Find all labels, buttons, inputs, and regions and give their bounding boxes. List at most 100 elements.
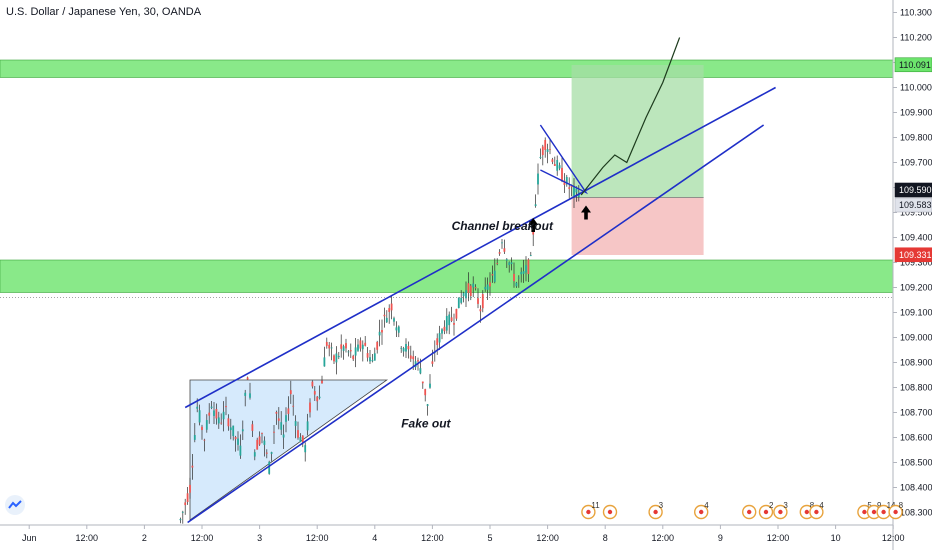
candle-205 xyxy=(513,273,515,282)
candle-176 xyxy=(443,326,446,332)
candle-125 xyxy=(321,380,323,384)
price-tag-3 xyxy=(894,247,932,263)
candle-126 xyxy=(323,357,326,367)
candle-76 xyxy=(203,439,206,441)
candle-227 xyxy=(565,177,568,185)
candle-79 xyxy=(210,406,213,408)
candle-106 xyxy=(275,412,278,414)
x-tick-label-11: 12:00 xyxy=(652,533,675,543)
event-dot-6 xyxy=(778,509,783,515)
candle-102 xyxy=(265,452,268,454)
event-dot-9 xyxy=(862,509,867,515)
event-badge-6: 3 xyxy=(783,501,788,510)
candle-202 xyxy=(505,259,508,261)
y-tick-label-8: 109.500 xyxy=(900,208,932,218)
candle-190 xyxy=(477,298,479,304)
candle-73 xyxy=(196,406,199,409)
sr-zone-1 xyxy=(0,259,894,293)
candle-200 xyxy=(501,242,503,244)
candle-130 xyxy=(333,355,335,362)
candle-180 xyxy=(453,322,455,325)
tradingview-logo-icon[interactable] xyxy=(5,495,25,515)
candle-210 xyxy=(525,265,527,273)
candle-162 xyxy=(409,355,412,359)
candle-74 xyxy=(198,410,201,423)
candle-223 xyxy=(556,159,559,171)
candle-104 xyxy=(270,452,273,454)
candle-143 xyxy=(364,342,367,346)
event-badge-2: 3 xyxy=(659,501,664,510)
candle-209 xyxy=(522,271,525,274)
candle-144 xyxy=(366,353,369,358)
candle-157 xyxy=(397,326,400,333)
candle-182 xyxy=(457,297,460,309)
candle-129 xyxy=(330,347,333,349)
price-tag-label-3: 109.331 xyxy=(899,250,932,260)
candle-107 xyxy=(277,418,280,421)
candle-195 xyxy=(489,282,491,287)
sr-zone-0 xyxy=(0,59,894,78)
target-zone xyxy=(571,65,704,198)
candle-193 xyxy=(484,286,487,290)
candle-114 xyxy=(294,421,297,426)
candle-229 xyxy=(570,185,573,188)
candle-72 xyxy=(193,435,196,440)
candle-96 xyxy=(251,424,254,431)
candle-82 xyxy=(217,417,220,424)
candle-217 xyxy=(541,146,544,156)
candle-108 xyxy=(280,422,283,430)
x-tick-label-12: 9 xyxy=(718,533,723,543)
candle-113 xyxy=(292,405,295,407)
candle-221 xyxy=(551,159,554,162)
candle-192 xyxy=(481,294,484,309)
candle-148 xyxy=(376,341,379,350)
channel-line-1 xyxy=(187,124,765,524)
candle-78 xyxy=(208,412,211,416)
x-tick-label-15: 12:00 xyxy=(882,533,905,543)
candle-89 xyxy=(234,437,237,440)
event-badge-8: 4 xyxy=(819,501,824,510)
candle-196 xyxy=(491,274,494,276)
candle-149 xyxy=(378,331,381,336)
x-tick-label-9: 12:00 xyxy=(536,533,559,543)
candle-71 xyxy=(191,465,194,468)
candle-90 xyxy=(237,438,239,445)
candle-115 xyxy=(297,430,299,438)
candle-226 xyxy=(563,180,566,185)
candle-154 xyxy=(390,303,393,311)
candle-194 xyxy=(486,284,489,290)
candle-197 xyxy=(493,270,496,282)
candle-166 xyxy=(419,368,422,374)
candle-189 xyxy=(474,287,477,289)
candle-177 xyxy=(445,315,448,331)
channel-line-0 xyxy=(184,86,776,409)
event-dot-11 xyxy=(881,509,886,515)
candle-187 xyxy=(469,285,472,297)
candle-170 xyxy=(429,383,431,388)
candle-66 xyxy=(179,519,182,521)
candle-103 xyxy=(268,461,271,474)
projection-path xyxy=(580,37,681,196)
y-tick-label-11: 109.200 xyxy=(900,283,932,293)
candle-185 xyxy=(465,290,467,299)
candle-120 xyxy=(309,402,311,413)
candle-83 xyxy=(220,422,223,424)
candle-171 xyxy=(431,361,434,364)
flag-pattern xyxy=(539,124,589,195)
up-arrow-icon-0 xyxy=(528,218,539,232)
x-tick-label-2: 2 xyxy=(142,533,147,543)
candle-128 xyxy=(328,344,331,349)
candle-117 xyxy=(301,435,304,443)
candle-201 xyxy=(503,248,506,252)
candle-105 xyxy=(273,431,275,433)
candle-133 xyxy=(340,344,343,349)
candle-94 xyxy=(246,377,249,380)
x-tick-label-1: 12:00 xyxy=(76,533,99,543)
candle-218 xyxy=(544,139,547,150)
candle-167 xyxy=(421,381,424,384)
candle-225 xyxy=(561,167,563,182)
y-tick-label-3: 110.000 xyxy=(900,83,932,93)
candle-206 xyxy=(515,282,518,287)
candle-88 xyxy=(232,425,235,436)
